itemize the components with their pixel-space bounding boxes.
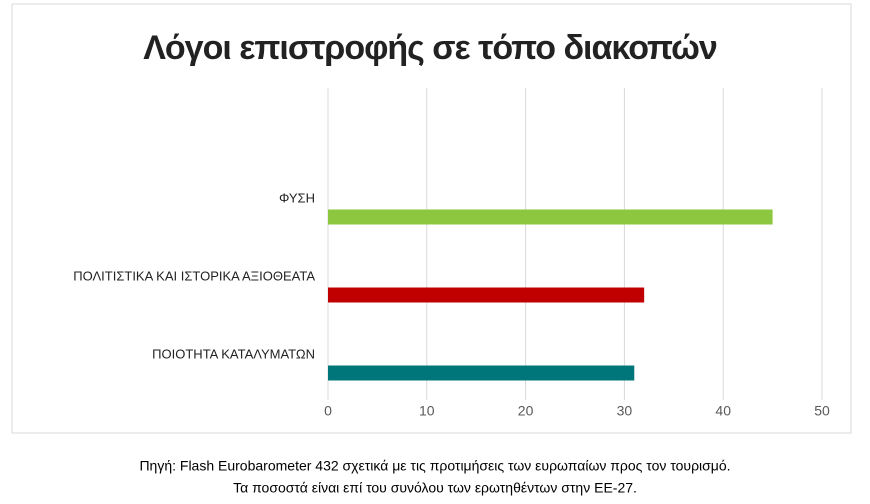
x-tick-label: 50	[814, 403, 830, 419]
y-tick-label: ΦΥΣΗ	[279, 190, 315, 205]
chart-title: Λόγοι επιστροφής σε τόπο διακοπών	[143, 29, 717, 67]
x-tick-label: 10	[419, 403, 435, 419]
x-tick-label: 0	[324, 403, 332, 419]
y-tick-label: ΠΟΙΟΤΗΤΑ ΚΑΤΑΛΥΜΑΤΩΝ	[152, 346, 315, 361]
x-tick-label: 30	[617, 403, 633, 419]
footnote: Πηγή: Flash Eurobarometer 432 σχετικά με…	[139, 458, 730, 474]
x-tick-label: 20	[518, 403, 534, 419]
y-tick-label: ΠΟΛΙΤΙΣΤΙΚΑ ΚΑΙ ΙΣΤΟΡΙΚΑ ΑΞΙΟΘΕΑΤΑ	[73, 268, 315, 283]
footnote: Τα ποσοστά είναι επί του συνόλου των ερω…	[233, 480, 637, 496]
bar	[328, 287, 645, 303]
bar	[328, 365, 635, 381]
bar	[328, 209, 773, 225]
x-tick-label: 40	[715, 403, 731, 419]
